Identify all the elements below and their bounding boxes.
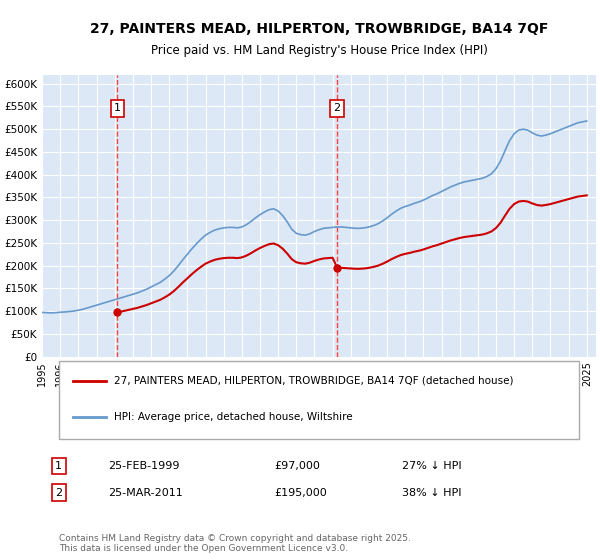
FancyBboxPatch shape (59, 361, 579, 439)
Text: 25-MAR-2011: 25-MAR-2011 (109, 488, 184, 498)
Text: Contains HM Land Registry data © Crown copyright and database right 2025.
This d: Contains HM Land Registry data © Crown c… (59, 534, 410, 553)
Text: 1: 1 (55, 461, 62, 471)
Text: HPI: Average price, detached house, Wiltshire: HPI: Average price, detached house, Wilt… (114, 412, 353, 422)
Text: 27, PAINTERS MEAD, HILPERTON, TROWBRIDGE, BA14 7QF (detached house): 27, PAINTERS MEAD, HILPERTON, TROWBRIDGE… (114, 376, 514, 386)
Text: 27% ↓ HPI: 27% ↓ HPI (402, 461, 461, 471)
Text: 2: 2 (333, 104, 340, 114)
Text: 1: 1 (114, 104, 121, 114)
Text: 25-FEB-1999: 25-FEB-1999 (109, 461, 180, 471)
Text: £195,000: £195,000 (275, 488, 328, 498)
Text: 2: 2 (55, 488, 62, 498)
Text: 27, PAINTERS MEAD, HILPERTON, TROWBRIDGE, BA14 7QF: 27, PAINTERS MEAD, HILPERTON, TROWBRIDGE… (90, 22, 548, 36)
Text: Price paid vs. HM Land Registry's House Price Index (HPI): Price paid vs. HM Land Registry's House … (151, 44, 487, 57)
Text: 38% ↓ HPI: 38% ↓ HPI (402, 488, 461, 498)
Text: £97,000: £97,000 (275, 461, 320, 471)
